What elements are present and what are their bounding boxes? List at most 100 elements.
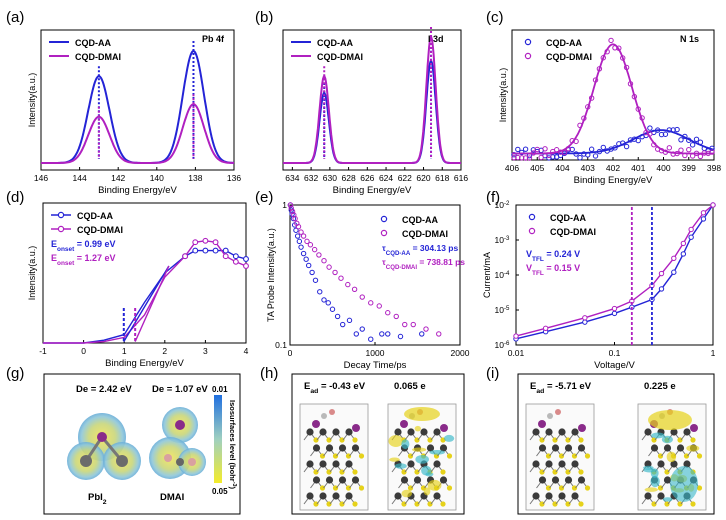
charge-density-lobe — [667, 452, 677, 463]
charge-density-lobe — [663, 497, 673, 501]
molecule-atom — [555, 409, 561, 415]
lifetime-cqd-dmai: τCQD-DMAI = 738.81 ps — [382, 257, 465, 271]
data-point — [317, 253, 321, 257]
lead-atom — [339, 476, 346, 483]
data-point — [386, 332, 390, 336]
lead-atom — [578, 476, 585, 483]
panel-h: (h)Ead = -0.43 eV 0.065 e — [260, 365, 464, 514]
panel-f: (f)0.01 0.1 110-210-310-410-510-6Voltage/V… — [482, 189, 716, 371]
charge-density-lobe — [428, 480, 442, 491]
x-tick-label: 399 — [682, 163, 696, 173]
x-tick-label: 634 — [285, 173, 299, 183]
x-tick-label: 1 — [122, 346, 127, 356]
iodine-atom — [97, 432, 107, 442]
lead-atom — [571, 492, 578, 499]
data-point — [213, 248, 218, 253]
data-point — [624, 144, 628, 148]
data-point — [711, 203, 715, 207]
lead-atom — [332, 492, 339, 499]
data-point — [583, 316, 587, 320]
data-point — [301, 234, 305, 238]
lead-atom — [407, 428, 414, 435]
data-point — [304, 257, 308, 261]
x-axis-label: Decay Time/ps — [344, 360, 407, 371]
molecule-atom — [547, 413, 553, 419]
data-point — [681, 252, 685, 256]
legend-cqd-aa-label: CQD-AA — [75, 38, 111, 48]
data-point — [636, 138, 640, 142]
lead-atom — [440, 476, 447, 483]
data-point — [347, 318, 351, 322]
x-tick-label: 138 — [188, 173, 202, 183]
lead-atom — [80, 455, 92, 467]
lead-atom — [319, 492, 326, 499]
x-tick-label: 136 — [227, 173, 241, 183]
legend-cqd-aa-swatch — [525, 39, 530, 44]
lead-atom — [558, 428, 565, 435]
panel-a: (a) 146 144 142 140 138 136 Binding Energy/eV In… — [6, 9, 241, 196]
data-point — [672, 256, 676, 260]
data-point — [543, 147, 547, 151]
legend-cqd-aa-swatch — [529, 214, 534, 219]
charge-density-lobe — [404, 407, 440, 421]
iodine-atom — [578, 424, 586, 432]
data-point — [386, 311, 390, 315]
y-tick-label: 0.1 — [275, 340, 287, 350]
legend-cqd-aa-label: CQD-AA — [77, 211, 113, 221]
hydrogen-atom — [164, 454, 172, 462]
lead-atom — [651, 444, 658, 451]
lead-atom — [539, 476, 546, 483]
lifetime-cqd-aa: τCQD-AA = 304.13 ps — [382, 243, 458, 257]
charge-density-lobe — [643, 468, 655, 472]
data-point — [589, 147, 593, 151]
data-point — [609, 38, 613, 42]
data-point — [233, 259, 238, 264]
panel-b: (b)634 632 630 628 626 624 622 620 618 616Binding… — [255, 9, 468, 196]
lead-atom — [407, 460, 414, 467]
data-point — [689, 227, 693, 231]
sulfur-atom — [359, 485, 364, 490]
x-axis-label: Voltage/V — [594, 360, 635, 371]
x-axis-label: Binding Energy/eV — [105, 358, 184, 369]
data-point — [346, 282, 350, 286]
data-point — [612, 306, 616, 310]
charge-density-lobe — [389, 457, 400, 461]
panel-d: (d)-1 0 1 2 3 4Binding Energy/eVIntensity(a.u… — [6, 189, 249, 369]
data-point — [659, 287, 663, 291]
data-point — [318, 290, 322, 294]
charge-density-lobe — [401, 439, 409, 449]
lead-atom — [664, 476, 671, 483]
panel-g: (g) De = 2.42 eV De = 1.07 eV PbI2 DMAI 0.01 0… — [6, 365, 240, 514]
iodine-atom — [440, 424, 448, 432]
data-point — [297, 239, 301, 243]
lead-atom — [332, 428, 339, 435]
data-point — [687, 147, 691, 151]
panel-b-label: (b) — [255, 9, 273, 26]
panel-e-label: (e) — [255, 189, 273, 206]
lead-atom — [326, 444, 333, 451]
panel-a-label: (a) — [6, 9, 24, 26]
panel-c: (c)406 405 404 403 402 401 400 399 398Binding En… — [486, 9, 721, 186]
sulfur-atom — [578, 437, 583, 442]
lead-atom — [545, 460, 552, 467]
lead-atom — [532, 428, 539, 435]
legend-cqd-dmai-swatch — [381, 230, 386, 235]
lead-atom — [545, 492, 552, 499]
charge-density-lobe — [662, 436, 673, 443]
legend-cqd-dmai-swatch — [525, 53, 530, 58]
legend-cqd-dmai-label: CQD-DMAI — [77, 225, 123, 235]
data-point — [690, 143, 694, 147]
data-point — [203, 248, 208, 253]
data-point — [193, 248, 198, 253]
charge-transfer: 0.225 e — [644, 381, 676, 392]
data-point — [681, 241, 685, 245]
data-point — [322, 298, 326, 302]
peak-annotation: Pb 4f — [202, 34, 225, 44]
y-tick-label: 10-3 — [495, 235, 511, 246]
data-point — [694, 137, 698, 141]
charge-transfer: 0.065 e — [394, 381, 426, 392]
data-point — [327, 265, 331, 269]
sulfur-atom — [352, 501, 357, 506]
legend-cqd-aa-label: CQD-AA — [550, 213, 586, 223]
data-point — [437, 332, 441, 336]
